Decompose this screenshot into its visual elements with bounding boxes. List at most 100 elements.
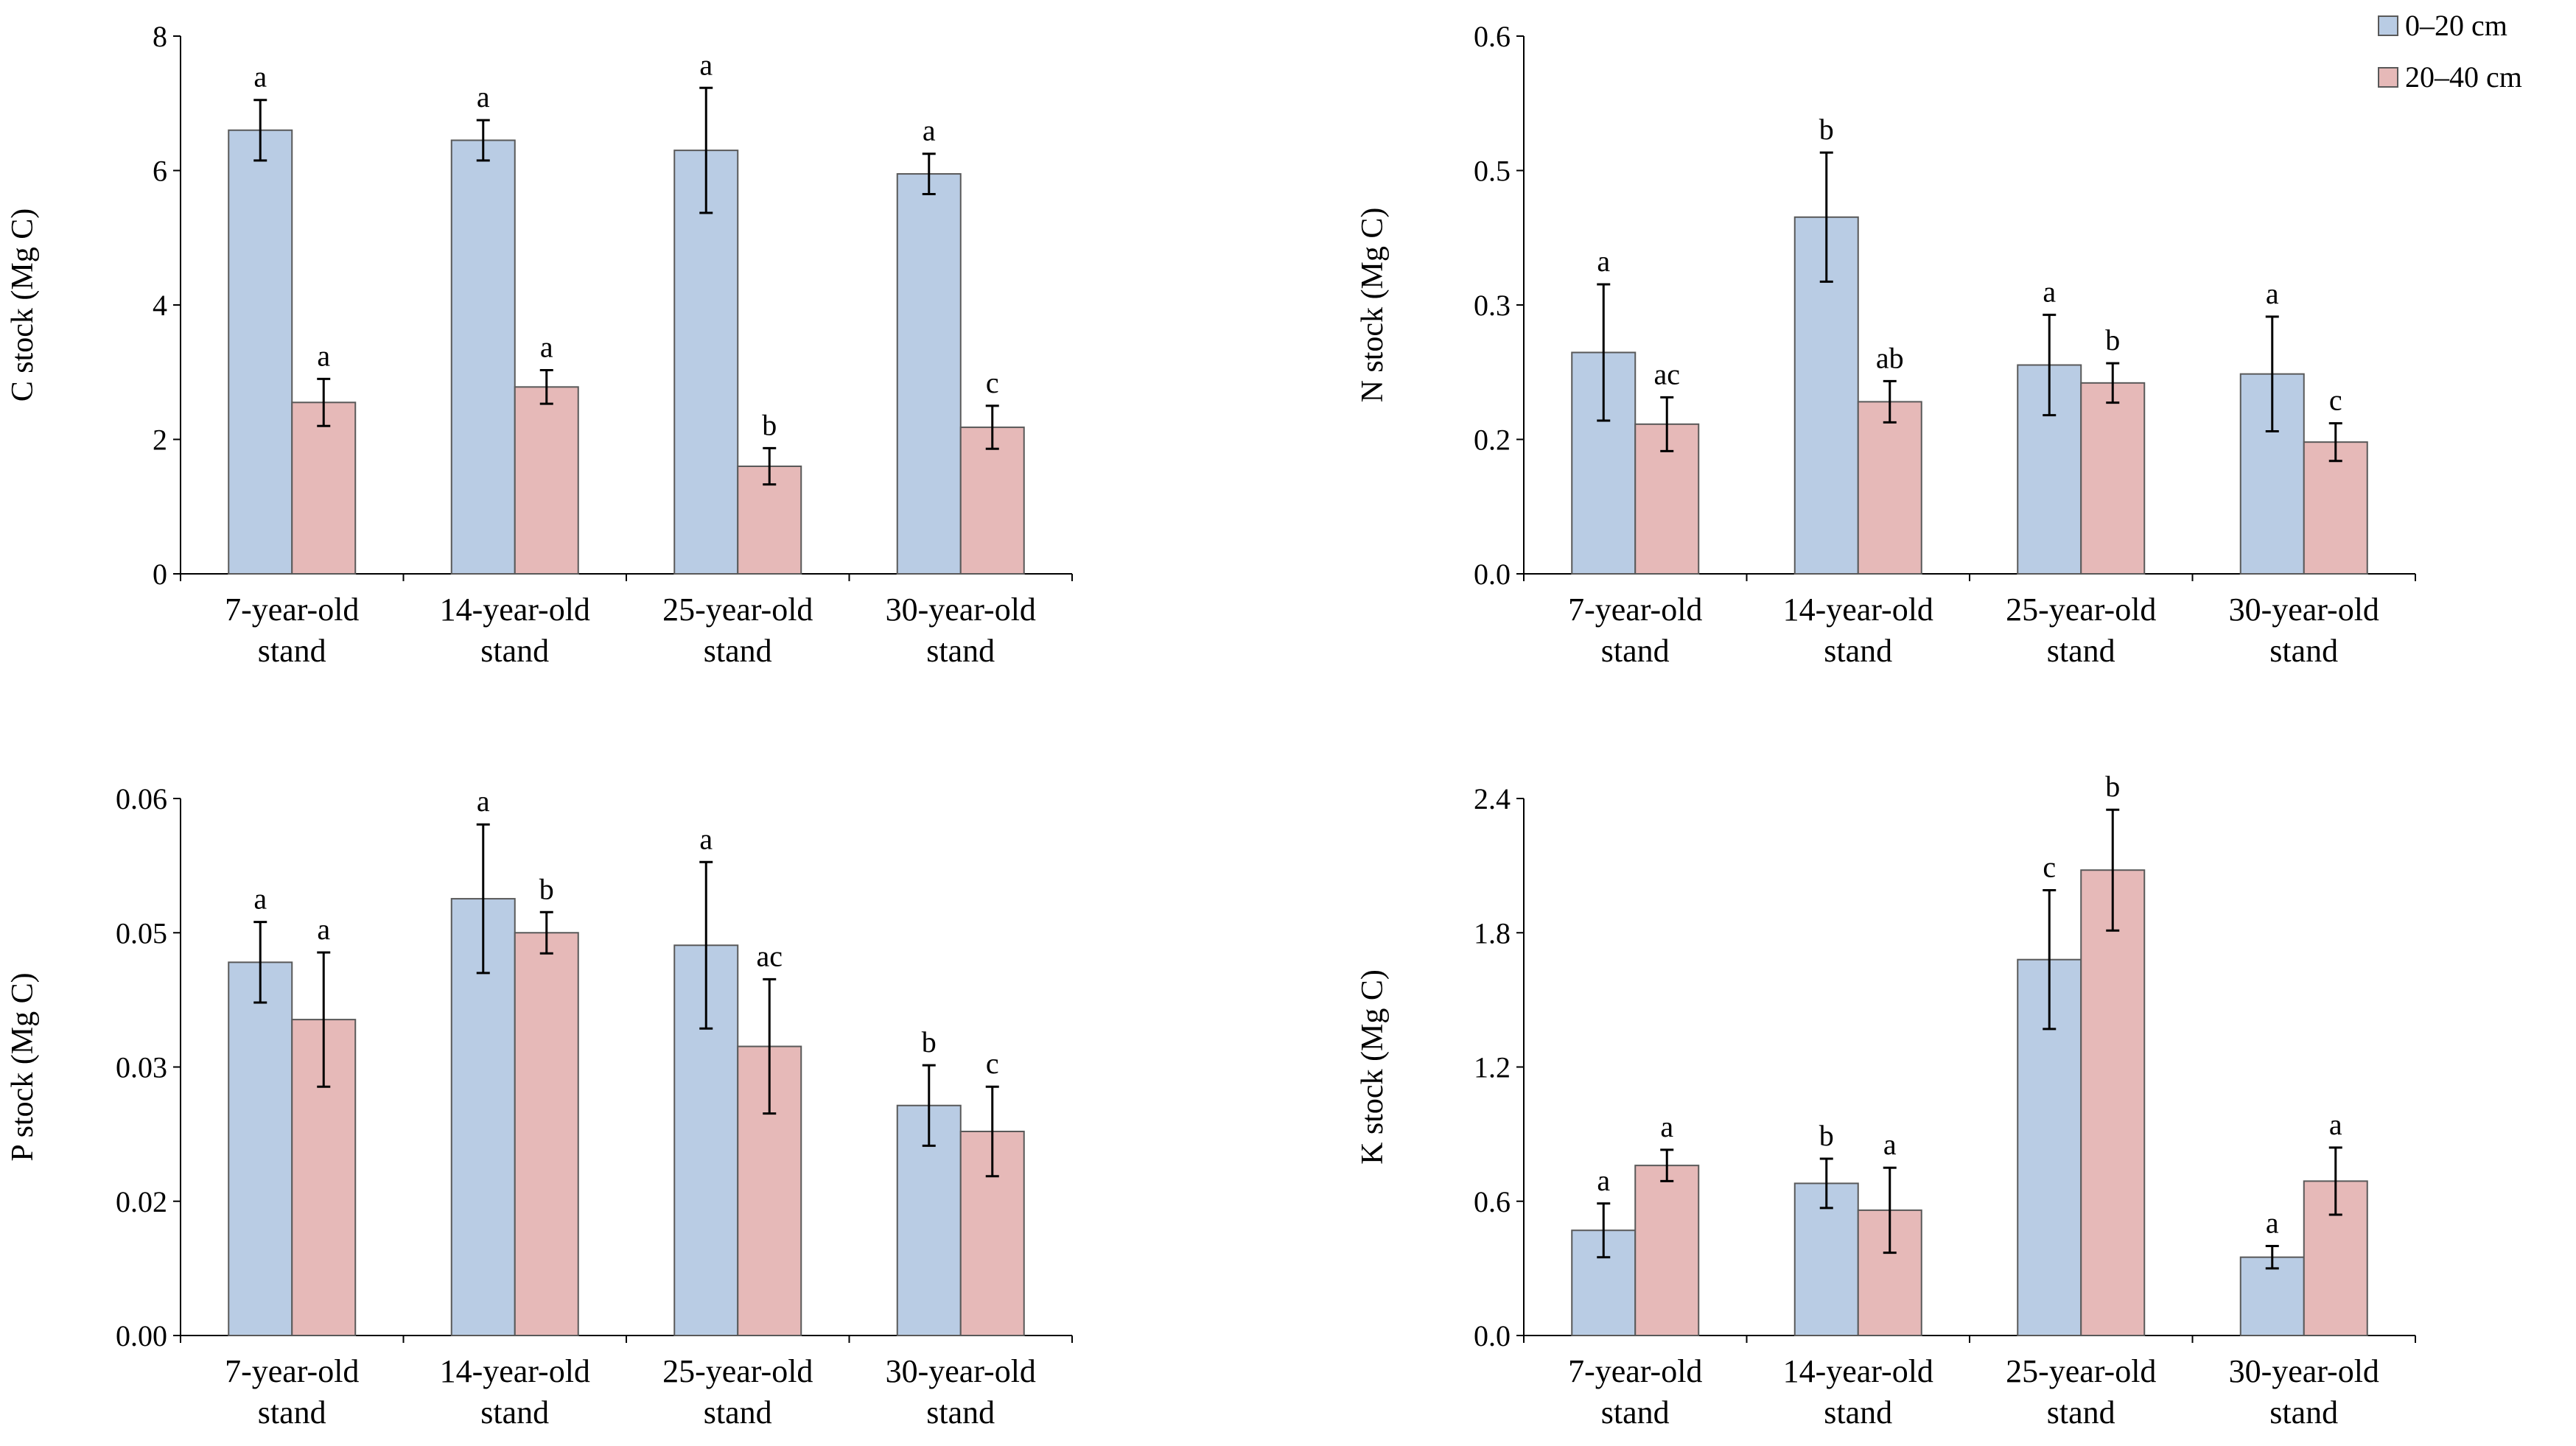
x-category-label: stand [2269, 633, 2338, 669]
legend: 0–20 cm 20–40 cm [2378, 9, 2522, 94]
x-category-label: 25-year-old [2006, 1353, 2156, 1389]
c-stock-chart: 0 2 4 6 8 C stock (Mg C) 7-year-old stand 14-yea… [6, 20, 1073, 669]
bar [2080, 869, 2146, 1336]
significance-label: a [2329, 1108, 2342, 1141]
bar [228, 129, 293, 575]
x-category-label: stand [258, 633, 326, 669]
significance-label: b [922, 1025, 937, 1059]
significance-label: c [2329, 384, 2342, 417]
x-category-label: 7-year-old [225, 1353, 359, 1389]
y-tick-label: 4 [153, 289, 167, 322]
x-category-label: 14-year-old [440, 1353, 590, 1389]
significance-label: a [477, 785, 490, 818]
y-tick-label: 0 [153, 558, 167, 591]
y-tick-label: 0.00 [116, 1319, 167, 1352]
significance-label: b [1819, 113, 1834, 146]
x-category-label: 7-year-old [1568, 592, 1702, 628]
bar [514, 932, 579, 1336]
bar [1857, 401, 1922, 575]
significance-label: a [2266, 277, 2279, 310]
y-tick-label: 0.3 [1474, 289, 1511, 322]
x-category-label: stand [1824, 633, 1892, 669]
y-axis-label: P stock (Mg C) [6, 972, 40, 1161]
significance-label: b [2105, 323, 2120, 357]
significance-label: a [2043, 275, 2056, 308]
y-axis-label: N stock (Mg C) [1356, 208, 1390, 403]
x-category-label: stand [926, 633, 995, 669]
y-tick-label: 0.6 [1474, 20, 1511, 53]
significance-label: a [1883, 1128, 1897, 1161]
x-category-label: stand [926, 1394, 995, 1431]
bar [896, 173, 962, 575]
significance-label: c [986, 1047, 999, 1080]
significance-label: b [2105, 770, 2120, 803]
y-tick-label: 1.8 [1474, 916, 1511, 950]
x-category-label: 14-year-old [1783, 592, 1933, 628]
x-category-label: 30-year-old [886, 592, 1036, 628]
x-category-label: stand [1601, 1394, 1670, 1431]
significance-label: a [2266, 1207, 2279, 1240]
legend-swatch-20-40 [2378, 67, 2398, 88]
legend-swatch-0-20 [2378, 15, 2398, 36]
significance-label: c [2043, 851, 2056, 884]
y-tick-label: 0.05 [116, 916, 167, 950]
k-stock-chart: 0.0 0.6 1.2 1.8 2.4 K stock (Mg C) 7-year-old s… [1356, 770, 2416, 1431]
significance-label: a [253, 60, 267, 94]
x-category-label: 30-year-old [2229, 1353, 2379, 1389]
significance-label: a [317, 913, 330, 946]
y-tick-label: 0.0 [1474, 558, 1511, 591]
x-category-label: stand [1824, 1394, 1892, 1431]
x-category-label: 7-year-old [225, 592, 359, 628]
x-category-label: stand [2269, 1394, 2338, 1431]
x-category-label: 30-year-old [2229, 592, 2379, 628]
significance-label: a [253, 882, 267, 916]
bar [2303, 441, 2368, 575]
n-stock-chart: 0.0 0.2 0.3 0.5 0.6 N stock (Mg C) 7-year-old s… [1356, 20, 2416, 669]
y-tick-label: 0.6 [1474, 1185, 1511, 1218]
x-category-label: stand [480, 1394, 549, 1431]
y-axis-label: C stock (Mg C) [6, 208, 40, 402]
bar [1571, 351, 1637, 575]
significance-label: a [699, 48, 713, 81]
legend-label-0-20: 0–20 cm [2405, 9, 2507, 42]
x-category-label: 25-year-old [662, 1353, 813, 1389]
significance-label: b [762, 408, 777, 441]
x-category-label: stand [2047, 1394, 2115, 1431]
y-tick-label: 6 [153, 155, 167, 188]
x-category-label: 7-year-old [1568, 1353, 1702, 1389]
p-stock-chart: 0.00 0.02 0.03 0.05 0.06 P stock (Mg C) 7-year… [6, 782, 1073, 1431]
y-tick-label: 0.06 [116, 782, 167, 815]
significance-label: ac [1653, 357, 1680, 390]
x-category-label: 14-year-old [1783, 1353, 1933, 1389]
legend-label-20-40: 20–40 cm [2405, 60, 2522, 94]
y-tick-label: 0.02 [116, 1185, 167, 1218]
x-category-label: 25-year-old [2006, 592, 2156, 628]
bar [959, 427, 1025, 575]
y-tick-label: 1.2 [1474, 1051, 1511, 1084]
bar [291, 401, 357, 575]
significance-label: a [317, 339, 330, 372]
significance-label: c [986, 366, 999, 399]
significance-label: a [477, 80, 490, 113]
y-tick-label: 0.5 [1474, 155, 1511, 188]
y-tick-label: 0.03 [116, 1051, 167, 1084]
x-category-label: stand [258, 1394, 326, 1431]
y-axis-label: K stock (Mg C) [1356, 969, 1390, 1165]
significance-label: b [1819, 1119, 1834, 1152]
y-tick-label: 0.0 [1474, 1319, 1511, 1352]
y-tick-label: 8 [153, 20, 167, 53]
x-category-label: stand [480, 633, 549, 669]
significance-label: a [1660, 1110, 1673, 1143]
x-category-label: stand [1601, 633, 1670, 669]
x-category-label: stand [704, 633, 772, 669]
significance-label: a [699, 822, 713, 855]
bar [2239, 1256, 2305, 1336]
bar [228, 961, 293, 1336]
x-category-label: 30-year-old [886, 1353, 1036, 1389]
significance-label: a [1597, 245, 1610, 278]
bar [450, 139, 516, 575]
y-tick-label: 2.4 [1474, 782, 1511, 815]
significance-label: ac [756, 939, 783, 972]
bar [514, 386, 579, 575]
